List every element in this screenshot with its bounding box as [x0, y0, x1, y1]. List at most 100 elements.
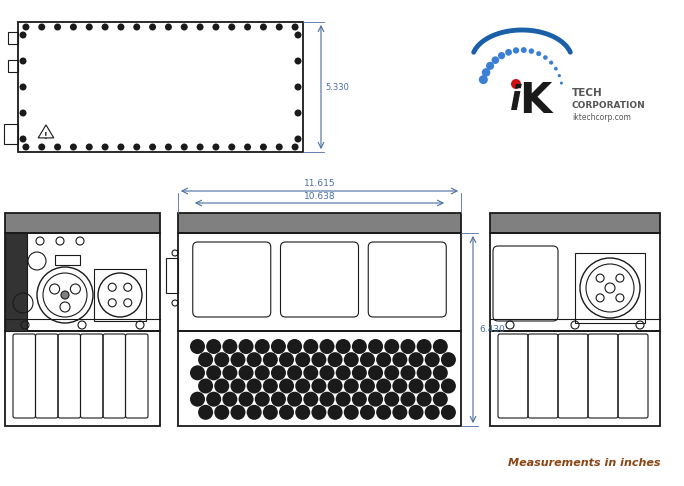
- Circle shape: [376, 405, 391, 420]
- Circle shape: [441, 379, 456, 394]
- Bar: [55, 255, 80, 265]
- Circle shape: [213, 23, 220, 31]
- Circle shape: [360, 379, 375, 394]
- Circle shape: [254, 365, 269, 381]
- Circle shape: [328, 379, 343, 394]
- Circle shape: [295, 352, 311, 367]
- Circle shape: [287, 339, 302, 354]
- Circle shape: [20, 136, 27, 142]
- Circle shape: [511, 79, 521, 89]
- Circle shape: [295, 379, 311, 394]
- Circle shape: [260, 143, 267, 151]
- Bar: [94, 269, 146, 321]
- Circle shape: [247, 352, 262, 367]
- Circle shape: [231, 352, 246, 367]
- Circle shape: [417, 365, 432, 381]
- Circle shape: [149, 143, 156, 151]
- Circle shape: [70, 23, 77, 31]
- Bar: [5, 233, 27, 331]
- Bar: [490, 213, 660, 233]
- Circle shape: [20, 57, 27, 65]
- Circle shape: [20, 32, 27, 38]
- Circle shape: [557, 74, 561, 77]
- Circle shape: [417, 339, 432, 354]
- Circle shape: [86, 23, 93, 31]
- Text: 5.330: 5.330: [325, 83, 349, 91]
- Circle shape: [336, 392, 351, 407]
- Circle shape: [505, 49, 512, 56]
- Circle shape: [276, 143, 282, 151]
- Circle shape: [408, 352, 423, 367]
- Circle shape: [279, 405, 294, 420]
- Circle shape: [498, 52, 505, 59]
- Circle shape: [239, 365, 254, 381]
- Circle shape: [344, 379, 359, 394]
- Circle shape: [196, 23, 204, 31]
- Circle shape: [492, 56, 499, 64]
- Circle shape: [328, 352, 343, 367]
- Text: K: K: [518, 80, 551, 122]
- Text: TECH: TECH: [572, 88, 603, 98]
- Circle shape: [263, 405, 278, 420]
- Circle shape: [441, 405, 456, 420]
- Circle shape: [190, 339, 205, 354]
- Circle shape: [190, 365, 205, 381]
- Circle shape: [287, 392, 302, 407]
- Circle shape: [244, 23, 251, 31]
- Circle shape: [400, 339, 415, 354]
- Circle shape: [554, 67, 557, 70]
- Circle shape: [190, 392, 205, 407]
- Circle shape: [408, 405, 423, 420]
- Bar: [166, 258, 178, 293]
- Circle shape: [213, 143, 220, 151]
- Circle shape: [295, 84, 302, 90]
- Text: iktechcorp.com: iktechcorp.com: [572, 112, 631, 122]
- Circle shape: [263, 352, 278, 367]
- Circle shape: [222, 392, 237, 407]
- Circle shape: [521, 47, 527, 53]
- Circle shape: [149, 23, 156, 31]
- Circle shape: [263, 379, 278, 394]
- Circle shape: [295, 32, 302, 38]
- Circle shape: [228, 143, 235, 151]
- Circle shape: [279, 352, 294, 367]
- Text: 10.638: 10.638: [304, 192, 335, 201]
- Bar: [5, 213, 160, 233]
- Circle shape: [247, 405, 262, 420]
- Circle shape: [368, 339, 383, 354]
- Circle shape: [433, 339, 448, 354]
- Bar: [575, 253, 645, 323]
- Bar: [178, 331, 461, 426]
- Circle shape: [23, 143, 29, 151]
- Circle shape: [54, 23, 61, 31]
- Circle shape: [295, 136, 302, 142]
- Circle shape: [260, 23, 267, 31]
- Circle shape: [319, 392, 334, 407]
- Circle shape: [408, 379, 423, 394]
- Circle shape: [279, 379, 294, 394]
- Circle shape: [393, 352, 408, 367]
- Circle shape: [482, 68, 490, 77]
- Circle shape: [425, 352, 440, 367]
- Circle shape: [133, 143, 140, 151]
- Bar: [178, 233, 461, 331]
- Circle shape: [376, 352, 391, 367]
- Circle shape: [479, 75, 488, 84]
- Circle shape: [393, 379, 408, 394]
- Circle shape: [198, 379, 213, 394]
- Circle shape: [303, 392, 318, 407]
- Circle shape: [271, 339, 286, 354]
- Circle shape: [20, 109, 27, 117]
- Circle shape: [247, 379, 262, 394]
- Circle shape: [417, 392, 432, 407]
- Circle shape: [311, 352, 326, 367]
- Circle shape: [271, 392, 286, 407]
- Circle shape: [231, 379, 246, 394]
- Circle shape: [198, 352, 213, 367]
- Circle shape: [118, 23, 124, 31]
- Circle shape: [376, 379, 391, 394]
- Circle shape: [38, 143, 45, 151]
- Circle shape: [206, 365, 221, 381]
- Circle shape: [295, 109, 302, 117]
- Circle shape: [165, 143, 172, 151]
